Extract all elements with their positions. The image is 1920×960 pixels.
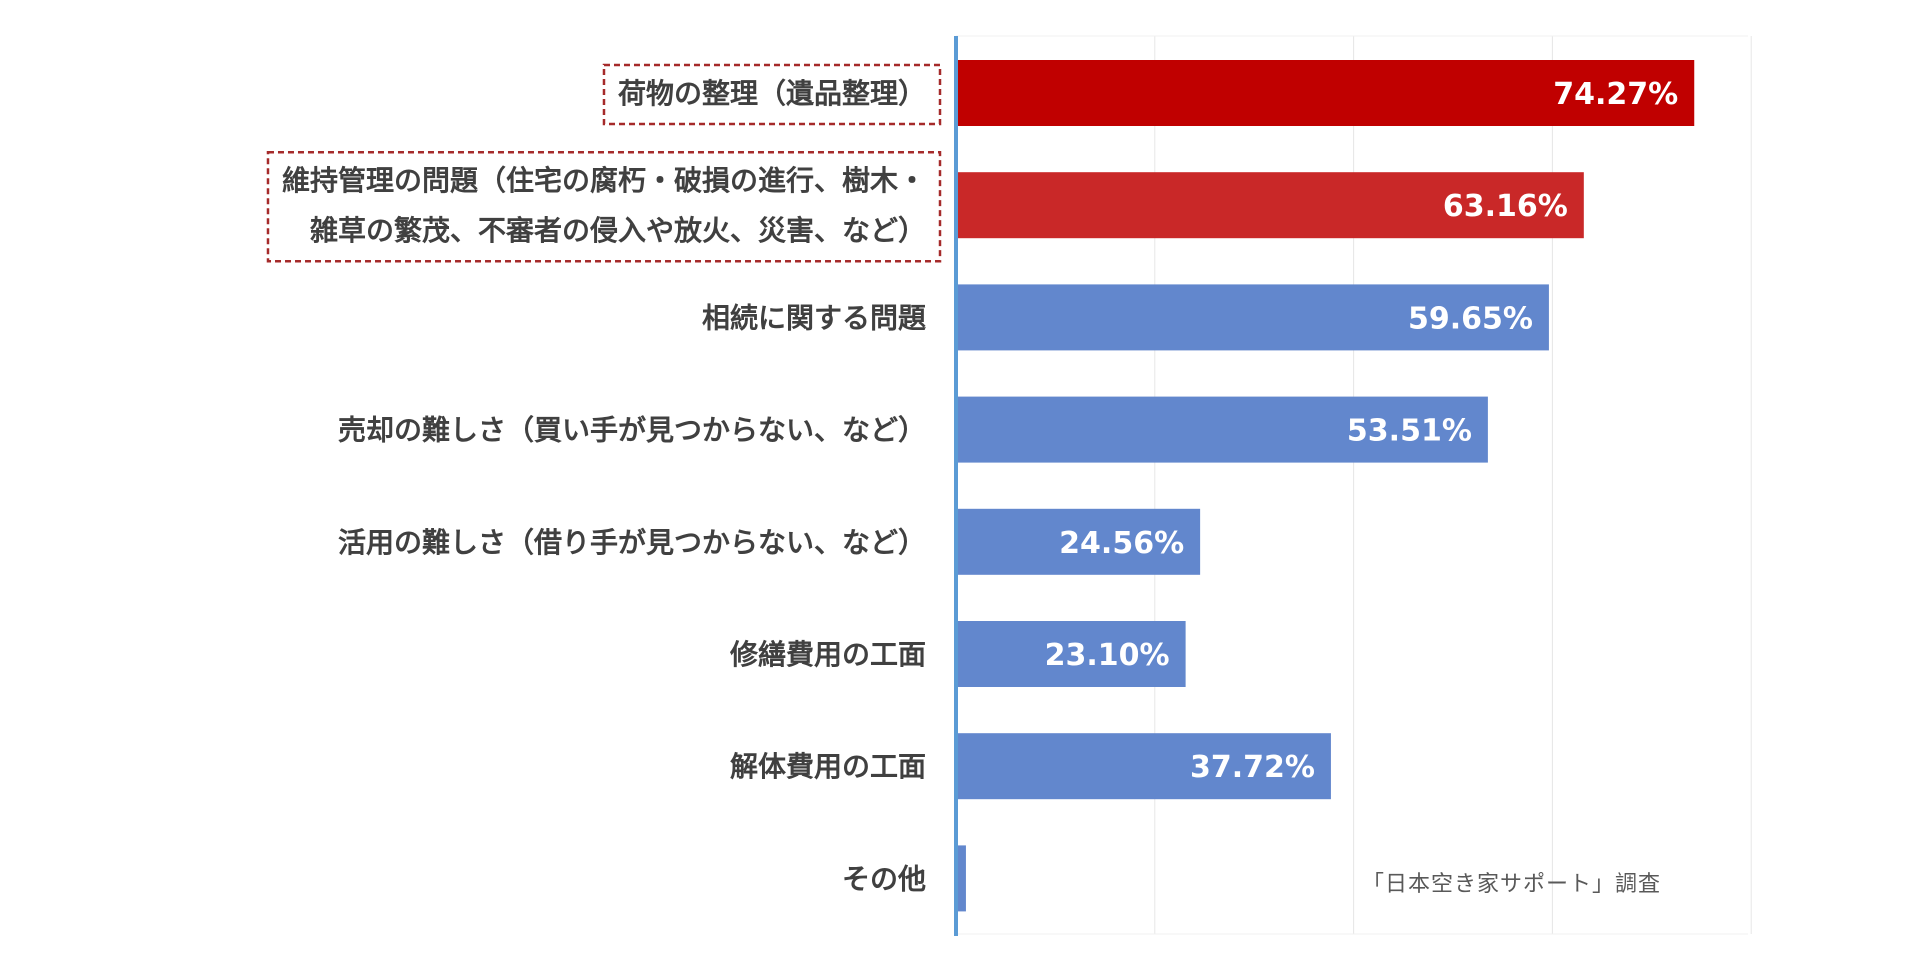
bar — [956, 396, 1488, 463]
data-label: 74.27% — [1553, 77, 1678, 112]
bar — [956, 845, 966, 912]
category-label: 維持管理の問題（住宅の腐朽・破損の進行、樹木・ — [282, 164, 926, 197]
category-label: 相続に関する問題 — [702, 301, 927, 334]
category-label: 修繕費用の工面 — [729, 638, 926, 671]
data-label: 63.16% — [1443, 189, 1568, 224]
data-label: 59.65% — [1408, 301, 1533, 336]
data-label: 37.72% — [1190, 750, 1315, 785]
bar — [956, 508, 1201, 575]
category-label: 活用の難しさ（借り手が見つからない、など） — [338, 526, 926, 559]
bar — [956, 284, 1549, 351]
category-label: 解体費用の工面 — [730, 750, 926, 783]
data-label: 23.10% — [1045, 638, 1170, 673]
source-note: 「日本空き家サポート」調査 — [1362, 872, 1662, 897]
highlight-box — [602, 63, 942, 126]
category-label: 荷物の整理（遺品整理） — [618, 77, 926, 110]
bar — [956, 60, 1695, 126]
category-label: 売却の難しさ（買い手が見つからない、など） — [338, 414, 926, 447]
data-label: 53.51% — [1347, 414, 1472, 449]
category-label: 雑草の繁茂、不審者の侵入や放火、災害、など） — [309, 214, 926, 247]
bar — [956, 172, 1584, 239]
category-label: その他 — [842, 862, 926, 895]
bar — [956, 733, 1331, 800]
data-label: 24.56% — [1059, 526, 1184, 561]
bar — [956, 621, 1186, 687]
